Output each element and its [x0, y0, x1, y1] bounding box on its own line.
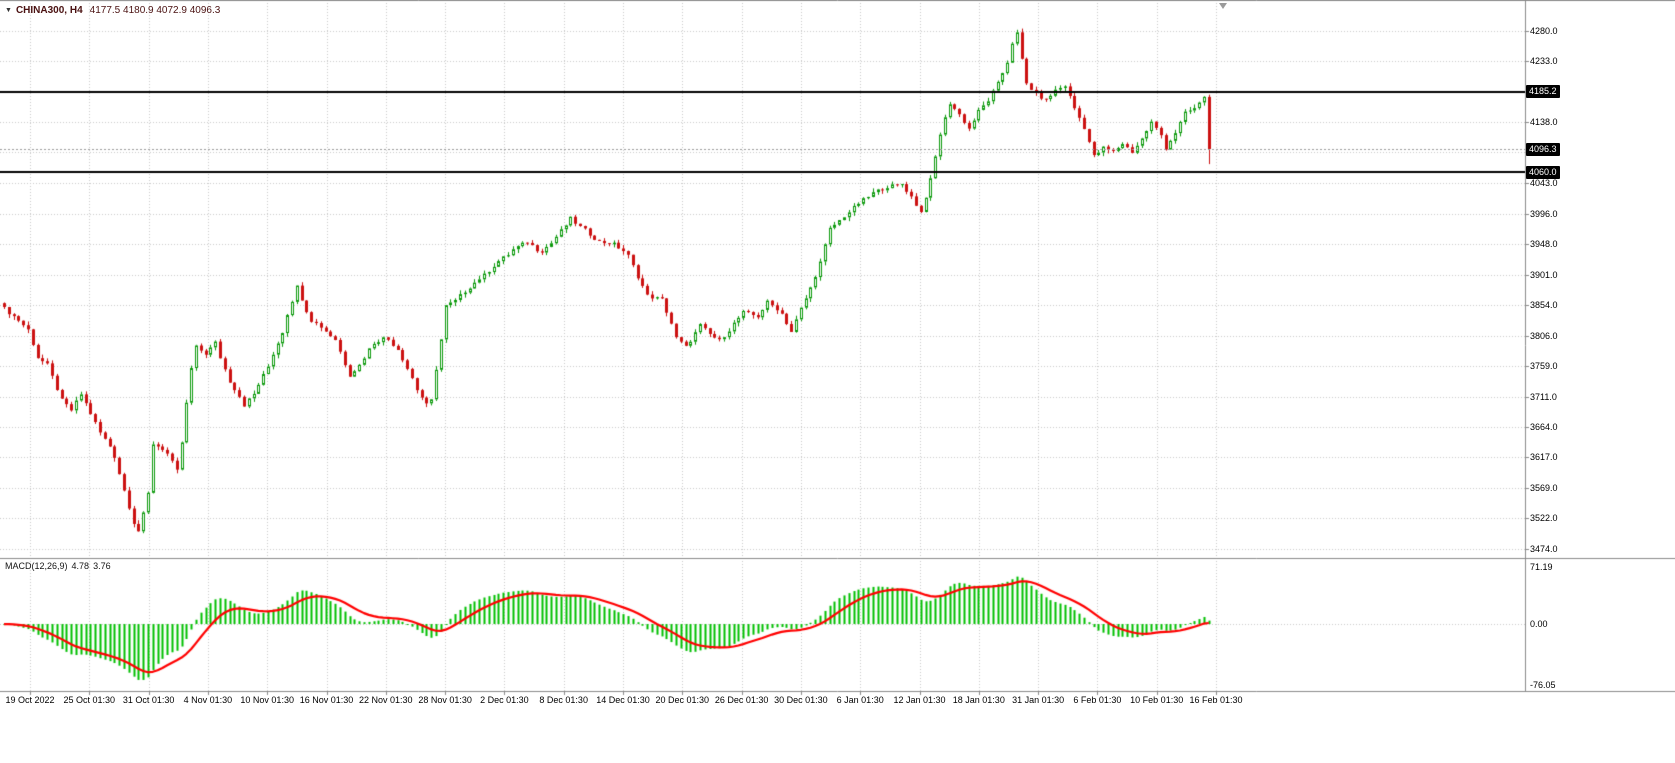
time-axis-label: 10 Nov 01:30 — [240, 695, 294, 705]
price-axis-label: 3474.0 — [1530, 544, 1558, 554]
time-axis-label: 6 Feb 01:30 — [1073, 695, 1122, 705]
macd-scale-label: 0.00 — [1530, 619, 1548, 630]
macd-scale-label: 71.19 — [1530, 562, 1553, 572]
macd-main-value: 4.78 — [71, 561, 90, 571]
price-tag: 4185.2 — [1526, 85, 1560, 99]
chart-shift-marker[interactable] — [1219, 3, 1227, 9]
macd-scale-axis: 71.19 0.00 -76.05 — [1525, 559, 1675, 692]
time-axis-label: 25 Oct 01:30 — [63, 695, 116, 705]
price-tag: 4060.0 — [1526, 165, 1560, 179]
time-axis-label: 2 Dec 01:30 — [480, 695, 529, 705]
price-axis[interactable]: 4280.0 4233.0 4138.0 4043.0 3996.0 3948.0 3901… — [1525, 0, 1675, 692]
time-axis-label: 18 Jan 01:30 — [952, 695, 1005, 705]
price-axis-label: 3569.0 — [1530, 482, 1558, 493]
price-axis-label: 4043.0 — [1530, 178, 1558, 189]
time-axis-label: 10 Feb 01:30 — [1130, 695, 1184, 705]
time-axis-label: 31 Oct 01:30 — [122, 695, 175, 705]
time-axis-label: 22 Nov 01:30 — [359, 695, 413, 705]
macd-signal-value: 3.76 — [93, 561, 111, 571]
time-axis-label: 8 Dec 01:30 — [539, 695, 588, 705]
time-axis-label: 16 Nov 01:30 — [299, 695, 354, 705]
price-axis-label: 3522.0 — [1530, 513, 1558, 524]
time-axis-label: 16 Feb 01:30 — [1189, 695, 1243, 705]
time-axis[interactable]: 19 Oct 2022 25 Oct 01:30 31 Oct 01:30 4 Nov… — [0, 692, 1525, 712]
price-axis-label: 3948.0 — [1530, 239, 1558, 250]
chart-title: ▼ CHINA300, H4 4177.5 4180.9 4072.9 4096.3 — [5, 5, 220, 16]
price-axis-label: 4280.0 — [1530, 26, 1558, 36]
time-axis-label: 14 Dec 01:30 — [596, 695, 650, 705]
macd-name: MACD(12,26,9) — [5, 561, 68, 571]
symbol-timeframe-label: CHINA300, H4 — [15, 5, 83, 16]
ohlc-values: 4177.5 4180.9 4072.9 4096.3 — [89, 5, 221, 16]
price-axis-label: 3759.0 — [1530, 360, 1558, 371]
price-tag: 4096.3 — [1526, 142, 1560, 156]
time-axis-label: 30 Dec 01:30 — [774, 695, 828, 705]
time-axis-label: 6 Jan 01:30 — [836, 695, 884, 705]
price-axis-label: 3854.0 — [1530, 299, 1558, 310]
price-axis-label: 4138.0 — [1530, 117, 1558, 128]
price-axis-label: 3806.0 — [1530, 330, 1558, 341]
price-axis-label: 3664.0 — [1530, 421, 1558, 432]
price-axis-label: 3901.0 — [1530, 269, 1558, 280]
time-axis-label: 19 Oct 2022 — [5, 695, 55, 705]
price-axis-label: 4233.0 — [1530, 56, 1558, 67]
symbol-dropdown-icon[interactable]: ▼ — [5, 7, 12, 14]
macd-scale-label: -76.05 — [1530, 680, 1556, 690]
time-axis-label: 4 Nov 01:30 — [183, 695, 233, 705]
time-axis-label: 20 Dec 01:30 — [655, 695, 710, 705]
macd-indicator-label: MACD(12,26,9) 4.78 3.76 — [5, 561, 115, 571]
time-axis-label: 28 Nov 01:30 — [418, 695, 472, 705]
price-axis-label: 3617.0 — [1530, 452, 1558, 463]
time-axis-label: 12 Jan 01:30 — [893, 695, 946, 705]
price-axis-label: 3711.0 — [1530, 391, 1557, 402]
price-axis-label: 3996.0 — [1530, 208, 1558, 219]
time-axis-label: 26 Dec 01:30 — [714, 695, 769, 705]
time-axis-label: 31 Jan 01:30 — [1012, 695, 1065, 705]
